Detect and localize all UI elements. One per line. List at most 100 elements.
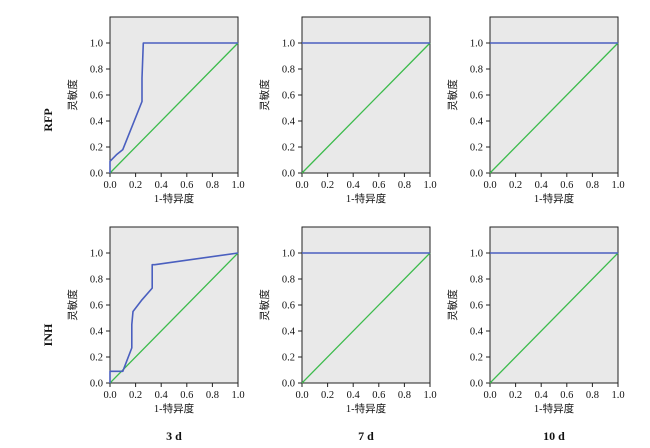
y-tick-label: 0.6	[282, 91, 295, 102]
x-tick-label: 0.8	[206, 180, 219, 191]
x-tick-label: 0.6	[180, 180, 193, 191]
plot-area	[109, 16, 239, 174]
x-tick-label: 1.0	[231, 390, 244, 401]
col-label-7d: 7 d	[358, 429, 374, 443]
y-tick-label: 0.0	[470, 379, 483, 390]
x-tick-label: 0.0	[103, 390, 116, 401]
y-tick-label: 1.0	[470, 249, 483, 260]
x-tick-label: 0.6	[372, 180, 385, 191]
y-tick-label: 0.2	[282, 143, 295, 154]
y-tick-label: 0.6	[90, 301, 103, 312]
plot-area	[489, 16, 619, 174]
plot-area	[301, 226, 431, 384]
y-tick-label: 0.8	[282, 275, 295, 286]
x-axis-label: 1-特异度	[534, 402, 575, 415]
y-tick-label: 1.0	[90, 39, 103, 50]
y-tick-label: 0.4	[282, 117, 296, 128]
row-label-inh: INH	[41, 323, 55, 346]
y-tick-label: 0.0	[90, 169, 103, 180]
x-tick-label: 0.0	[483, 390, 496, 401]
x-tick-label: 1.0	[423, 180, 436, 191]
roc-curve-line	[109, 42, 238, 173]
x-tick-label: 0.6	[180, 390, 193, 401]
y-axis-label: 灵敏度	[66, 79, 79, 111]
y-tick-label: 0.8	[282, 65, 295, 76]
x-tick-label: 0.4	[535, 180, 549, 191]
roc-panel-inh-10d: 0.0 0.2 0.4 0.6 0.8 1.0 0.0 0.2 0.4 0.6 0.8 1.0 1-特异…	[446, 226, 625, 415]
y-tick-label: 0.6	[470, 91, 483, 102]
y-tick-label: 0.2	[282, 353, 295, 364]
x-axis-label: 1-特异度	[154, 402, 195, 415]
y-tick-label: 0.0	[470, 169, 483, 180]
x-tick-label: 0.4	[535, 390, 549, 401]
x-tick-label: 0.4	[155, 390, 169, 401]
y-tick-label: 0.2	[90, 143, 103, 154]
x-tick-label: 0.2	[321, 180, 334, 191]
x-tick-label: 0.8	[206, 390, 219, 401]
x-tick-label: 0.2	[321, 390, 334, 401]
y-tick-label: 0.4	[470, 327, 484, 338]
y-axis-label: 灵敏度	[258, 79, 271, 111]
y-tick-label: 1.0	[90, 249, 103, 260]
reference-diagonal-line	[489, 42, 619, 174]
y-tick-label: 1.0	[282, 39, 295, 50]
x-axis-label: 1-特异度	[534, 192, 575, 205]
y-tick-label: 0.8	[470, 275, 483, 286]
reference-diagonal-line	[301, 252, 431, 384]
y-tick-label: 0.2	[90, 353, 103, 364]
plot-area	[489, 226, 619, 384]
x-tick-label: 0.6	[372, 390, 385, 401]
x-tick-label: 0.8	[398, 390, 411, 401]
y-tick-label: 0.0	[90, 379, 103, 390]
y-tick-label: 0.4	[90, 327, 104, 338]
x-tick-label: 0.6	[560, 180, 573, 191]
y-tick-label: 0.4	[90, 117, 104, 128]
x-tick-label: 1.0	[423, 390, 436, 401]
x-tick-label: 0.0	[103, 180, 116, 191]
y-axis-label: 灵敏度	[446, 289, 459, 321]
y-tick-label: 1.0	[282, 249, 295, 260]
x-tick-label: 0.0	[295, 180, 308, 191]
roc-panel-inh-3d: 0.0 0.2 0.4 0.6 0.8 1.0 0.0 0.2 0.4 0.6 0.8 1.0 1-特异…	[66, 226, 245, 415]
x-tick-label: 1.0	[611, 390, 624, 401]
col-label-10d: 10 d	[543, 429, 565, 443]
x-tick-label: 0.0	[483, 180, 496, 191]
roc-panel-rfp-7d: 0.0 0.2 0.4 0.6 0.8 1.0 0.0 0.2 0.4 0.6 0.8 1.0 1-特异…	[258, 16, 437, 205]
y-axis-label: 灵敏度	[66, 289, 79, 321]
x-tick-label: 0.2	[509, 180, 522, 191]
x-tick-label: 1.0	[611, 180, 624, 191]
y-tick-label: 0.8	[470, 65, 483, 76]
x-tick-label: 0.2	[509, 390, 522, 401]
x-tick-label: 0.0	[295, 390, 308, 401]
y-tick-label: 0.2	[470, 353, 483, 364]
x-axis-label: 1-特异度	[346, 402, 387, 415]
x-tick-label: 0.4	[155, 180, 169, 191]
row-label-rfp: RFP	[41, 108, 55, 131]
reference-diagonal-line	[489, 252, 619, 384]
roc-curve-line	[109, 252, 239, 383]
x-axis-label: 1-特异度	[154, 192, 195, 205]
y-tick-label: 0.6	[282, 301, 295, 312]
x-tick-label: 0.2	[129, 390, 142, 401]
panel-grid: 0.0 0.2 0.4 0.6 0.8 1.0 0.0 0.2 0.4 0.6 0.8 1.0 1-特异…	[66, 16, 625, 415]
roc-panel-inh-7d: 0.0 0.2 0.4 0.6 0.8 1.0 0.0 0.2 0.4 0.6 0.8 1.0 1-特异…	[258, 226, 437, 415]
y-tick-label: 1.0	[470, 39, 483, 50]
y-tick-label: 0.0	[282, 169, 295, 180]
roc-panel-rfp-10d: 0.0 0.2 0.4 0.6 0.8 1.0 0.0 0.2 0.4 0.6 0.8 1.0 1-特异…	[446, 16, 625, 205]
x-tick-label: 0.4	[347, 180, 361, 191]
reference-diagonal-line	[109, 42, 239, 174]
y-axis-label: 灵敏度	[446, 79, 459, 111]
y-tick-label: 0.4	[470, 117, 484, 128]
x-tick-label: 0.4	[347, 390, 361, 401]
x-tick-label: 0.2	[129, 180, 142, 191]
x-axis-label: 1-特异度	[346, 192, 387, 205]
plot-area	[301, 16, 431, 174]
x-tick-label: 0.8	[586, 390, 599, 401]
reference-diagonal-line	[301, 42, 431, 174]
x-tick-label: 0.8	[398, 180, 411, 191]
y-axis-label: 灵敏度	[258, 289, 271, 321]
y-tick-label: 0.6	[90, 91, 103, 102]
y-tick-label: 0.4	[282, 327, 296, 338]
y-tick-label: 0.2	[470, 143, 483, 154]
